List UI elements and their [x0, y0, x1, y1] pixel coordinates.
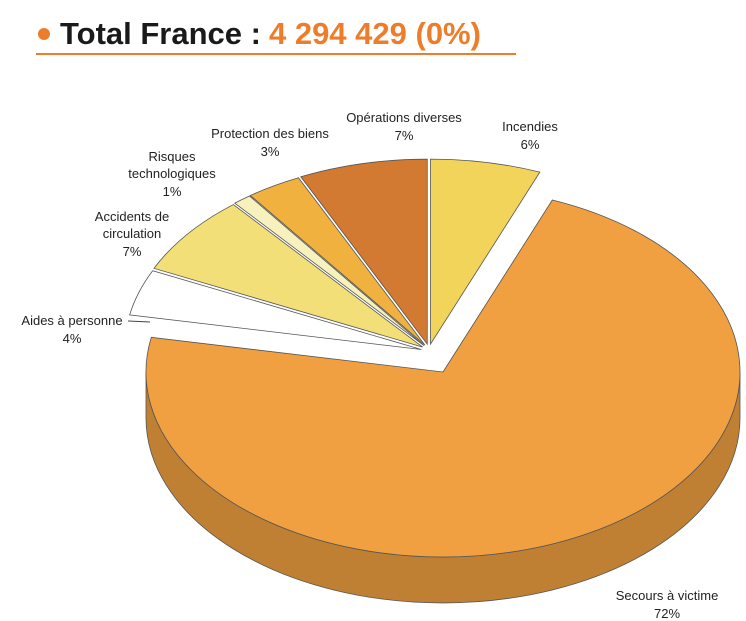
- slice-label: Incendies: [502, 119, 558, 134]
- slice-top: [300, 158, 428, 346]
- slice-label: Aides à personne: [21, 313, 122, 328]
- slice-label: Protection des biens: [211, 126, 329, 141]
- leader-line: [127, 320, 151, 323]
- slice-top: [234, 195, 425, 346]
- slice-value-label: 7%: [395, 128, 414, 143]
- slice-value-label: 7%: [123, 244, 142, 259]
- slice-top: [145, 199, 741, 558]
- slice: [153, 204, 423, 348]
- chart-title: Total France :: [60, 16, 261, 51]
- slice: [300, 158, 428, 346]
- slice-value-label: 1%: [163, 184, 182, 199]
- slice-top: [249, 177, 426, 346]
- slice-label: Risques technologiques: [128, 149, 216, 181]
- slice: [249, 177, 426, 346]
- slice: [234, 195, 425, 346]
- slice-top: [153, 204, 423, 348]
- slice-value-label: 6%: [521, 137, 540, 152]
- bullet: [38, 28, 50, 40]
- slice-label: Secours à victime: [616, 588, 719, 603]
- slice-value-label: 4%: [63, 331, 82, 346]
- chart-heading: Total France :4 294 429 (0%): [60, 16, 481, 51]
- labels: Incendies 6% Secours à victime 72% Aides à p…: [21, 110, 718, 621]
- slice-value-label: 72%: [654, 606, 680, 621]
- pie: [129, 158, 741, 604]
- slice: [430, 158, 541, 346]
- slice: [145, 199, 741, 604]
- chart-total: 4 294 429 (0%): [269, 16, 481, 51]
- slice-label: Accidents de circulation: [95, 209, 169, 241]
- slice-top: [430, 158, 541, 346]
- slice-value-label: 3%: [261, 144, 280, 159]
- slice: [129, 270, 422, 350]
- slice-top: [129, 270, 422, 350]
- slice-label: Opérations diverses: [346, 110, 462, 125]
